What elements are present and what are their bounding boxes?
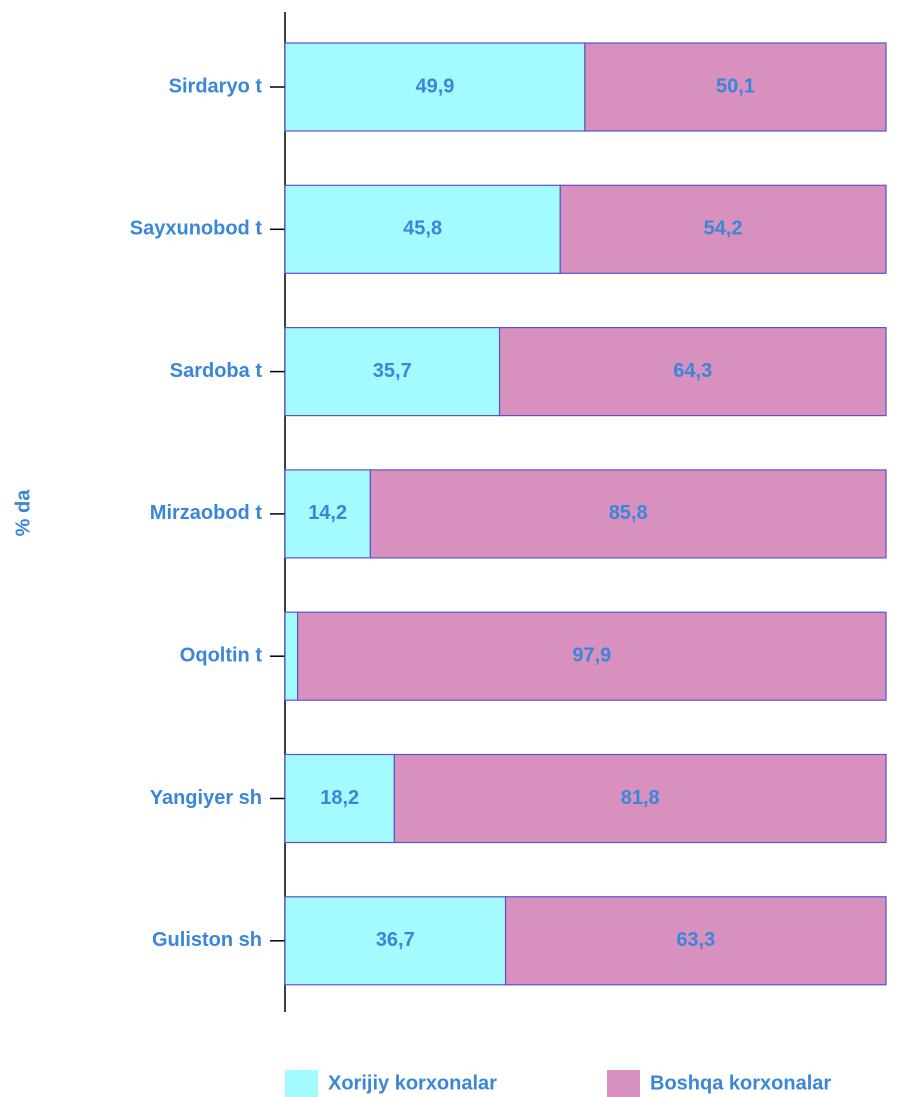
- bar-segment: [284, 611, 299, 701]
- bar-segment: [584, 42, 887, 132]
- bar-segment: [284, 327, 501, 417]
- legend-swatch: [285, 1070, 318, 1097]
- bar-segment: [498, 327, 887, 417]
- data-label: 45,8: [403, 218, 442, 240]
- bar-segment: [559, 184, 887, 274]
- bar-segment: [284, 896, 507, 986]
- legend-label: Boshqa korxonalar: [650, 1072, 831, 1094]
- data-label: 97,9: [572, 644, 611, 666]
- y-tick-label: Sardoba t: [170, 360, 263, 382]
- data-label: 64,3: [673, 360, 712, 382]
- data-label: 85,8: [609, 502, 648, 524]
- data-label: 35,7: [373, 360, 412, 382]
- bar-segment: [284, 184, 561, 274]
- y-tick-label: Sirdaryo t: [169, 75, 263, 97]
- legend-swatch: [607, 1070, 640, 1097]
- data-label: 49,9: [415, 75, 454, 97]
- bar-segment: [504, 896, 887, 986]
- legend-label: Xorijiy korxonalar: [328, 1072, 497, 1094]
- y-axis-label: % da: [12, 489, 34, 537]
- y-tick-label: Yangiyer sh: [150, 787, 262, 809]
- y-tick-label: Oqoltin t: [180, 644, 263, 666]
- data-label: 50,1: [716, 75, 755, 97]
- data-label: 18,2: [320, 787, 359, 809]
- y-tick-label: Guliston sh: [152, 929, 262, 951]
- data-label: 81,8: [621, 787, 660, 809]
- bar-segment: [369, 469, 887, 559]
- bar-segment: [297, 611, 887, 701]
- y-tick-label: Mirzaobod t: [150, 502, 263, 524]
- bar-segment: [393, 753, 887, 844]
- y-tick-label: Sayxunobod t: [130, 218, 263, 240]
- data-label: 14,2: [308, 502, 347, 524]
- bar-segment: [284, 42, 586, 132]
- data-label: 54,2: [704, 218, 743, 240]
- data-label: 36,7: [376, 929, 415, 951]
- bar-segment: [284, 469, 371, 559]
- bar-segment: [284, 753, 395, 844]
- data-label: 63,3: [676, 929, 715, 951]
